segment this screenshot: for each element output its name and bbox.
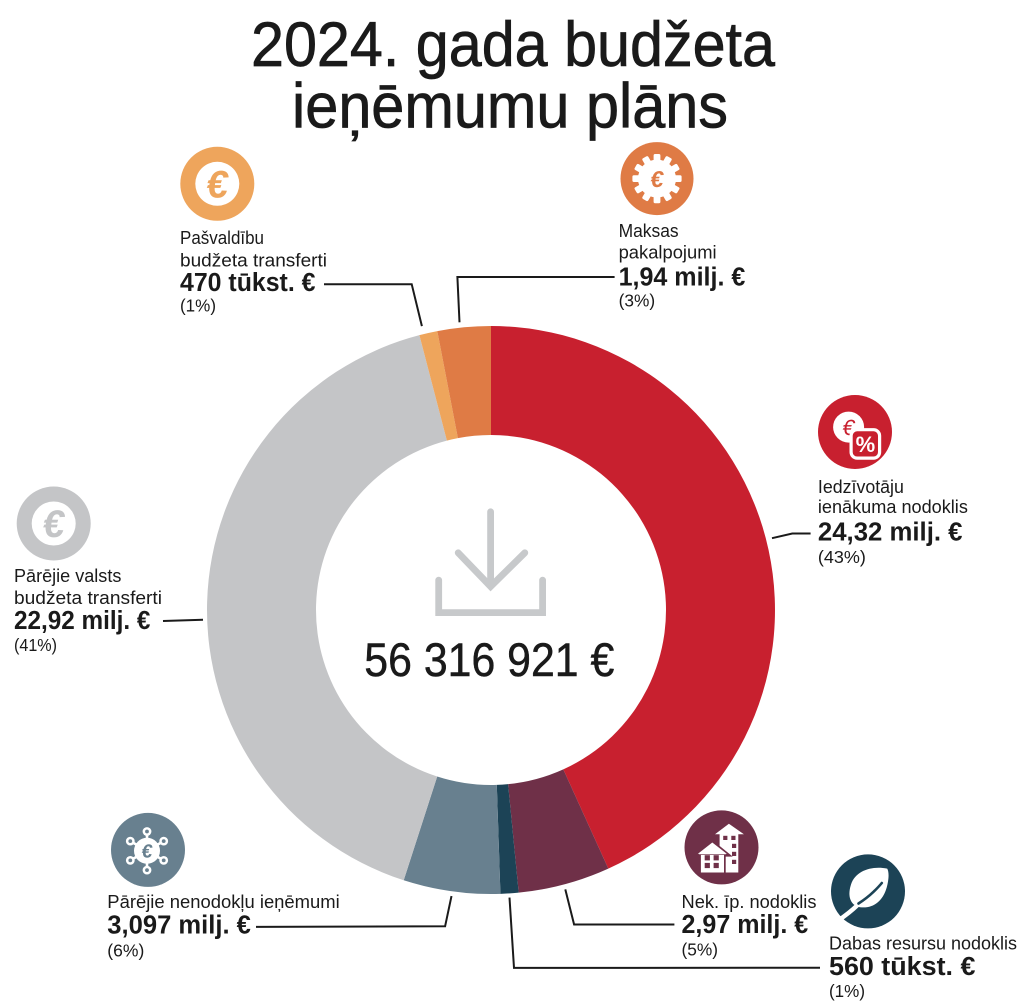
svg-text:2,97 milj. €: 2,97 milj. €	[682, 909, 809, 939]
svg-text:budžeta transferti: budžeta transferti	[14, 588, 162, 608]
svg-text:1,94 milj. €: 1,94 milj. €	[619, 261, 746, 291]
svg-text:560 tūkst. €: 560 tūkst. €	[829, 951, 976, 981]
svg-text:Nek. īp. nodoklis: Nek. īp. nodoklis	[682, 892, 817, 912]
svg-text:(5%): (5%)	[682, 939, 719, 959]
svg-text:Pārējie nenodokļu ieņēmumi: Pārējie nenodokļu ieņēmumi	[107, 892, 339, 912]
svg-text:€: €	[140, 842, 154, 863]
svg-text:Pašvaldību: Pašvaldību	[180, 228, 264, 248]
svg-text:(41%): (41%)	[14, 635, 57, 655]
svg-text:22,92 milj. €: 22,92 milj. €	[14, 605, 151, 635]
svg-text:(1%): (1%)	[180, 296, 216, 316]
svg-text:(43%): (43%)	[818, 547, 866, 567]
svg-text:ieņēmumu plāns: ieņēmumu plāns	[292, 72, 728, 142]
svg-text:56 316 921 €: 56 316 921 €	[364, 634, 614, 687]
svg-text:pakalpojumi: pakalpojumi	[619, 242, 717, 262]
svg-text:Maksas: Maksas	[619, 221, 679, 241]
svg-text:470 tūkst. €: 470 tūkst. €	[180, 267, 316, 297]
svg-text:(3%): (3%)	[619, 291, 656, 311]
svg-text:%: %	[856, 432, 876, 457]
svg-text:ienākuma nodoklis: ienākuma nodoklis	[818, 497, 968, 517]
svg-text:€: €	[649, 166, 666, 192]
svg-text:budžeta transferti: budžeta transferti	[180, 250, 327, 270]
svg-text:Dabas resursu nodoklis: Dabas resursu nodoklis	[829, 933, 1017, 953]
svg-text:Iedzīvotāju: Iedzīvotāju	[818, 477, 904, 497]
svg-text:(6%): (6%)	[107, 940, 144, 960]
svg-text:(1%): (1%)	[829, 981, 865, 1001]
svg-text:2024. gada budžeta: 2024. gada budžeta	[251, 10, 776, 80]
svg-text:24,32 milj. €: 24,32 milj. €	[818, 517, 963, 547]
svg-text:3,097 milj. €: 3,097 milj. €	[107, 909, 251, 939]
svg-text:Pārējie valsts: Pārējie valsts	[14, 566, 121, 586]
